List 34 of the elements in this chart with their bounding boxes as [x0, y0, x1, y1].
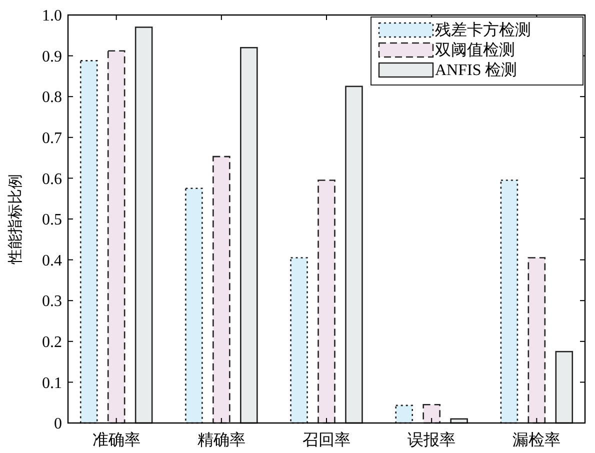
y-tick-label: 0.9: [42, 48, 62, 66]
y-tick-label: 0.2: [42, 334, 62, 351]
y-tick-label: 0.4: [42, 252, 62, 270]
y-tick-label: 0.5: [42, 212, 62, 229]
y-axis-title: 性能指标比例: [7, 174, 24, 265]
x-tick-label: 准确率: [92, 431, 140, 449]
bar: [80, 60, 98, 424]
y-tick-label: 0.8: [42, 89, 62, 106]
x-tick-label: 召回率: [302, 431, 350, 449]
bar: [107, 50, 126, 424]
bar: [134, 26, 153, 424]
y-tick-label: 0.1: [42, 374, 62, 392]
y-tick-label: 0: [54, 416, 62, 433]
bar: [500, 180, 518, 424]
bar: [422, 404, 440, 424]
x-tick-label: 漏检率: [512, 431, 561, 449]
x-tick-label: 精确率: [197, 431, 246, 449]
x-tick-label: 误报率: [408, 431, 456, 449]
y-tick-label: 0.3: [42, 293, 62, 310]
bar: [212, 156, 230, 424]
bar: [528, 257, 546, 424]
legend-label: ANFIS 检测: [435, 61, 518, 79]
bar: [555, 350, 574, 424]
bar: [290, 257, 308, 424]
y-tick-label: 1.0: [42, 8, 62, 25]
legend-label: 残差卡方检测: [435, 21, 531, 39]
y-tick-label: 0.6: [42, 170, 62, 188]
bar: [240, 46, 258, 424]
bar: [318, 180, 336, 424]
bar: [185, 188, 203, 424]
bar: [395, 404, 413, 424]
legend-label: 双阈值检测: [435, 41, 515, 59]
bar: [345, 86, 363, 424]
y-tick-label: 0.7: [42, 130, 62, 147]
